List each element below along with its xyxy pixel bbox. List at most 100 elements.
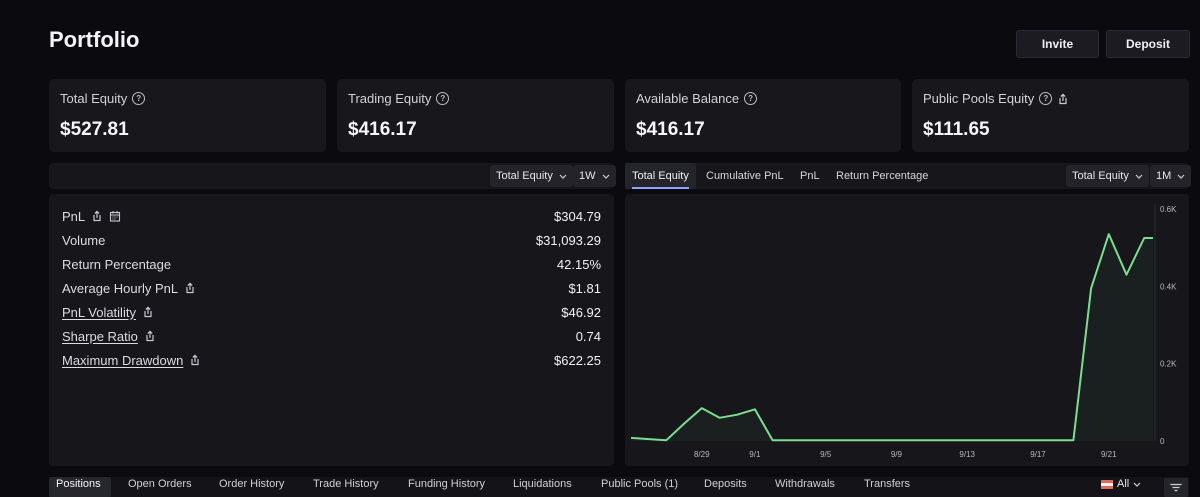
- help-icon[interactable]: ?: [1039, 92, 1053, 105]
- bottom-tab-public-pools-1[interactable]: Public Pools (1): [601, 478, 679, 490]
- chart-metric-select-value: Total Equity: [1072, 170, 1129, 182]
- tab-total-equity[interactable]: Total Equity: [625, 163, 696, 189]
- bottom-tab-withdrawals[interactable]: Withdrawals: [775, 478, 835, 490]
- metric-row-pnl: PnL $304.79: [62, 206, 601, 226]
- chevron-down-icon: [1133, 482, 1141, 487]
- metric-row-average-hourly-pnl: Average Hourly PnL $1.81: [62, 278, 601, 298]
- bottom-tab-transfers[interactable]: Transfers: [864, 478, 911, 490]
- metric-label-wrap: Sharpe Ratio: [62, 329, 156, 344]
- metric-label: Average Hourly PnL: [62, 280, 179, 296]
- filter-flag-icon: [1101, 479, 1113, 489]
- bottom-tab-trade-history[interactable]: Trade History: [313, 478, 379, 490]
- metric-label-link[interactable]: Sharpe Ratio: [62, 328, 138, 344]
- available-balance-label: Available Balance: [636, 91, 740, 106]
- metric-label-wrap: PnL Volatility: [62, 305, 154, 320]
- metric-row-sharpe-ratio: Sharpe Ratio 0.74: [62, 326, 601, 346]
- chart-metric-select[interactable]: Total Equity: [1066, 165, 1149, 187]
- available-balance-label-wrap: Available Balance ?: [636, 91, 758, 106]
- metric-value: $622.25: [554, 352, 601, 368]
- bottom-tab-liquidations[interactable]: Liquidations: [513, 478, 572, 490]
- bottom-tab-funding-history[interactable]: Funding History: [408, 478, 486, 490]
- tab-return-percentage[interactable]: Return Percentage: [836, 170, 929, 182]
- chart-range-select[interactable]: 1M: [1150, 165, 1192, 187]
- public-pools-equity-label-wrap: Public Pools Equity ?: [923, 91, 1069, 106]
- y-tick-label: 0.4K: [1160, 282, 1177, 291]
- bottom-filter-select[interactable]: All: [1101, 478, 1141, 490]
- metric-label: Volume: [62, 232, 106, 248]
- metric-row-return-percentage: Return Percentage 42.15%: [62, 254, 601, 274]
- y-tick-label: 0: [1160, 437, 1165, 446]
- y-tick-label: 0.2K: [1160, 360, 1177, 369]
- total-equity-card: Total Equity ? $527.81: [49, 79, 326, 152]
- metric-value: $1.81: [568, 280, 601, 296]
- active-tab-underline: [625, 187, 697, 189]
- series-line: [630, 233, 1153, 442]
- share-icon[interactable]: [189, 354, 201, 366]
- available-balance-card: Available Balance ? $416.17: [625, 79, 901, 152]
- range-select[interactable]: 1W: [573, 165, 616, 187]
- active-tab-indicator: [632, 187, 689, 189]
- share-icon[interactable]: [91, 210, 103, 222]
- x-tick-label: 9/9: [891, 450, 903, 459]
- bottom-tab-deposits[interactable]: Deposits: [704, 478, 747, 490]
- total-equity-label-wrap: Total Equity ?: [60, 91, 146, 106]
- total-equity-value: $527.81: [60, 119, 129, 140]
- equity-chart: 0.6K 0.4K 0.2K 0 8/29 9/1 9/5 9/9 9/13 9/17 9/21: [630, 204, 1177, 459]
- metric-label-wrap: Return Percentage: [62, 257, 171, 272]
- total-equity-label: Total Equity: [60, 91, 128, 106]
- metric-label-link[interactable]: PnL Volatility: [62, 304, 136, 320]
- help-icon[interactable]: ?: [132, 92, 146, 105]
- bottom-filter-value: All: [1117, 478, 1130, 490]
- metric-label-link[interactable]: Maximum Drawdown: [62, 352, 184, 368]
- x-tick-label: 9/13: [959, 450, 975, 459]
- metric-label-wrap: Maximum Drawdown: [62, 353, 201, 368]
- metric-value: 42.15%: [556, 256, 601, 272]
- public-pools-equity-card: Public Pools Equity ? $111.65: [912, 79, 1189, 152]
- metric-select[interactable]: Total Equity: [490, 165, 573, 187]
- share-icon[interactable]: [144, 330, 156, 342]
- invite-button[interactable]: Invite: [1016, 30, 1099, 58]
- series-area: [631, 234, 1153, 441]
- bottom-tab-order-history[interactable]: Order History: [219, 478, 285, 490]
- tab-cumulative-pnl[interactable]: Cumulative PnL: [706, 170, 784, 182]
- share-icon[interactable]: [184, 282, 196, 294]
- x-tick-label: 9/1: [749, 450, 761, 459]
- metric-label-wrap: Volume: [62, 233, 105, 248]
- metric-select-value: Total Equity: [496, 170, 553, 182]
- metric-label: PnL: [62, 208, 86, 224]
- sort-button[interactable]: [1164, 478, 1188, 497]
- metric-label-wrap: PnL: [62, 209, 121, 224]
- metric-row-maximum-drawdown: Maximum Drawdown $622.25: [62, 350, 601, 370]
- trading-equity-label: Trading Equity: [348, 91, 432, 106]
- metric-row-volume: Volume $31,093.29: [62, 230, 601, 250]
- chevron-down-icon: [1177, 174, 1185, 179]
- metric-label: Return Percentage: [62, 256, 172, 272]
- x-tick-label: 8/29: [694, 450, 710, 459]
- metrics-panel: PnL $304.79 Volume $31,093.29 Return Per…: [49, 194, 614, 466]
- help-icon[interactable]: ?: [744, 92, 758, 105]
- active-bottom-tab-bg: [49, 477, 111, 497]
- trading-equity-card: Trading Equity ? $416.17: [337, 79, 614, 152]
- share-icon[interactable]: [1057, 93, 1069, 105]
- chevron-down-icon: [559, 174, 567, 179]
- trading-equity-value: $416.17: [348, 119, 417, 140]
- chevron-down-icon: [1135, 174, 1143, 179]
- page-title: Portfolio: [49, 27, 140, 52]
- metric-value: $46.92: [561, 304, 601, 320]
- chart-range-select-value: 1M: [1156, 170, 1172, 182]
- tab-pnl[interactable]: PnL: [800, 170, 820, 182]
- metric-value: $304.79: [554, 208, 601, 224]
- bottom-tab-positions[interactable]: Positions: [56, 478, 101, 490]
- trading-equity-label-wrap: Trading Equity ?: [348, 91, 450, 106]
- range-select-value: 1W: [579, 170, 596, 182]
- public-pools-equity-label: Public Pools Equity: [923, 91, 1035, 106]
- share-icon[interactable]: [142, 306, 154, 318]
- calendar-icon[interactable]: [109, 210, 121, 222]
- available-balance-value: $416.17: [636, 119, 705, 140]
- bottom-tab-open-orders[interactable]: Open Orders: [128, 478, 192, 490]
- metric-row-pnl-volatility: PnL Volatility $46.92: [62, 302, 601, 322]
- deposit-button[interactable]: Deposit: [1106, 30, 1190, 58]
- help-icon[interactable]: ?: [436, 92, 450, 105]
- metric-label-wrap: Average Hourly PnL: [62, 281, 196, 296]
- metric-value: $31,093.29: [535, 232, 601, 248]
